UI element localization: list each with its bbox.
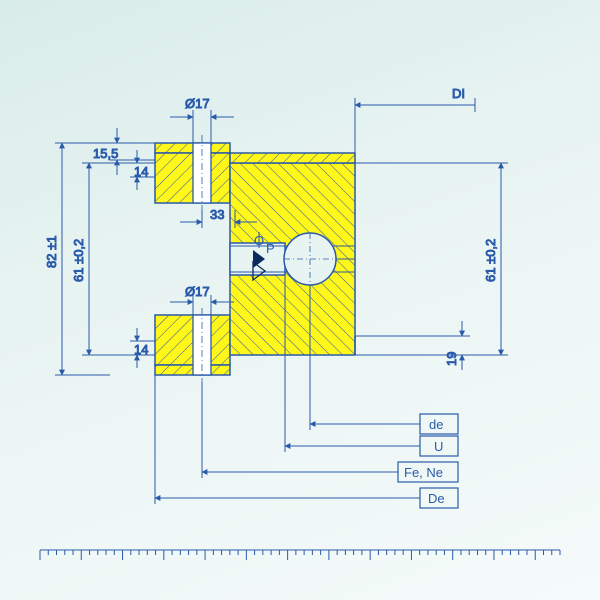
upper-shoulder bbox=[230, 153, 355, 163]
dim-33: 33 bbox=[210, 207, 224, 222]
engineering-drawing: P O Ø17 DI 15,5 14 82 ±1 bbox=[0, 0, 600, 600]
dim-14-bot: 14 bbox=[134, 342, 148, 357]
dim-61-right: 61 ±0,2 bbox=[483, 239, 498, 282]
bottom-ruler bbox=[40, 550, 560, 560]
label-boxes: de U Fe, Ne De bbox=[398, 414, 458, 508]
dim-mid-diameter: Ø17 bbox=[185, 284, 210, 299]
box-U: U bbox=[434, 439, 443, 454]
dim-top-diameter: Ø17 bbox=[185, 96, 210, 111]
dim-61-left: 61 ±0,2 bbox=[71, 239, 86, 282]
dim-DI: DI bbox=[452, 86, 465, 101]
dim-15-5: 15,5 bbox=[93, 146, 118, 161]
box-de: de bbox=[429, 417, 443, 432]
box-De: De bbox=[428, 491, 445, 506]
dim-14-top: 14 bbox=[134, 164, 148, 179]
box-FeNe: Fe, Ne bbox=[404, 465, 443, 480]
arrow-label-p: P bbox=[266, 241, 275, 256]
dim-82: 82 ±1 bbox=[44, 236, 59, 268]
dim-19: 19 bbox=[444, 352, 459, 366]
